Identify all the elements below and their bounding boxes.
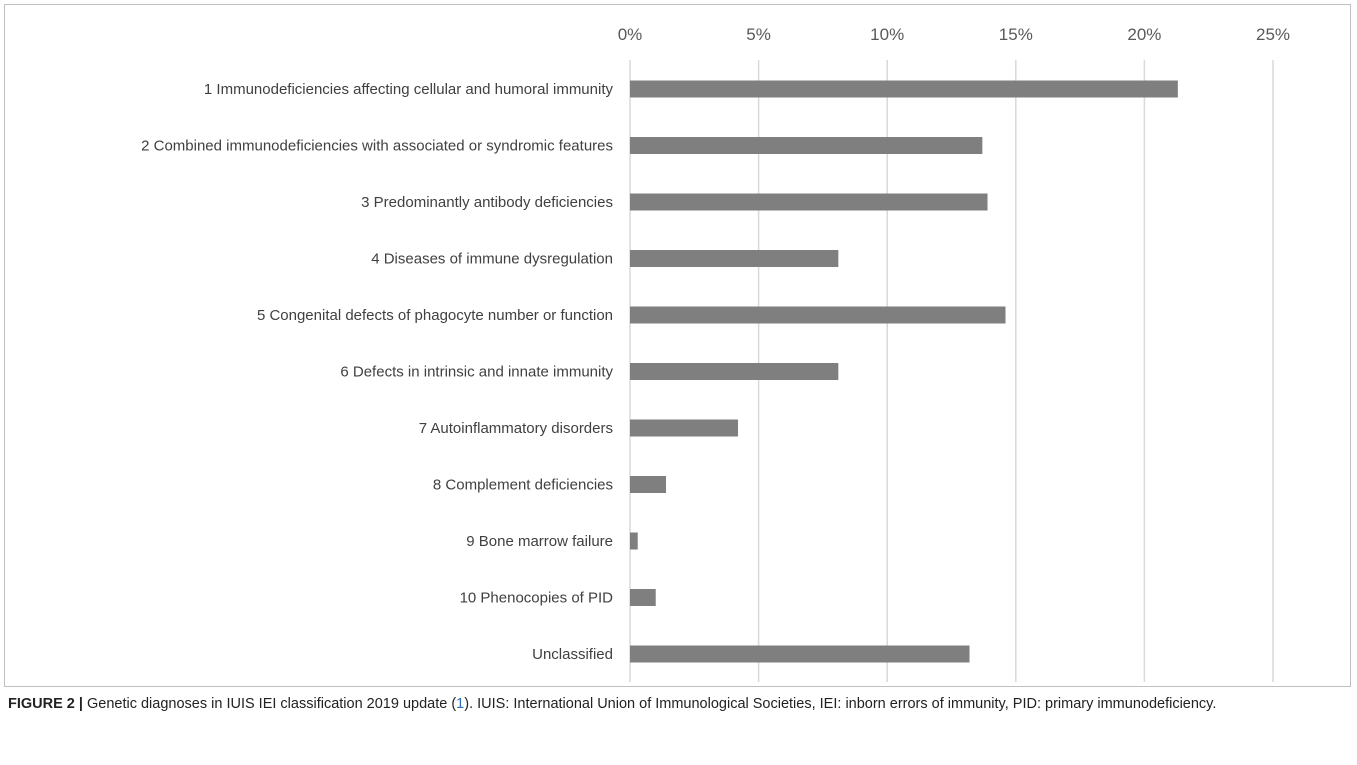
category-label-8: 8 Complement deficiencies bbox=[433, 477, 613, 494]
category-label-1: 1 Immunodeficiencies affecting cellular … bbox=[204, 81, 614, 98]
bar-8 bbox=[630, 476, 667, 493]
x-tick-label-0: 0% bbox=[618, 25, 643, 44]
x-tick-label-3: 15% bbox=[999, 25, 1033, 44]
x-tick-label-5: 25% bbox=[1256, 25, 1290, 44]
caption-reference-link[interactable]: 1 bbox=[456, 696, 465, 712]
caption-text-after-ref: ). IUIS: International Union of Immunolo… bbox=[464, 696, 1217, 712]
gridlines bbox=[629, 60, 1274, 682]
bar-4 bbox=[630, 250, 839, 267]
x-tick-label-4: 20% bbox=[1127, 25, 1161, 44]
category-label-4: 4 Diseases of immune dysregulation bbox=[371, 251, 613, 268]
category-label-11: Unclassified bbox=[532, 646, 613, 663]
category-label-6: 6 Defects in intrinsic and innate immuni… bbox=[340, 364, 613, 381]
bar-chart: 0% 5% 10% 15% 20% 25% 1 Immunodeficiencies af… bbox=[141, 25, 1290, 682]
bars bbox=[630, 80, 1178, 663]
x-tick-label-1: 5% bbox=[746, 25, 771, 44]
x-tick-label-2: 10% bbox=[870, 25, 904, 44]
bar-6 bbox=[630, 363, 839, 380]
bar-7 bbox=[630, 419, 739, 437]
category-label-10: 10 Phenocopies of PID bbox=[460, 590, 614, 607]
figure-label: FIGURE 2 | bbox=[8, 696, 83, 712]
bar-9 bbox=[630, 532, 638, 550]
bar-11 bbox=[630, 645, 970, 663]
x-axis-ticks: 0% 5% 10% 15% 20% 25% bbox=[618, 25, 1290, 44]
category-label-9: 9 Bone marrow failure bbox=[466, 533, 613, 550]
bar-2 bbox=[630, 137, 983, 154]
bar-3 bbox=[630, 193, 988, 211]
bar-10 bbox=[630, 589, 656, 606]
figure-caption: FIGURE 2 | Genetic diagnoses in IUIS IEI… bbox=[8, 693, 1338, 715]
bar-1 bbox=[630, 80, 1178, 98]
bar-5 bbox=[630, 306, 1006, 324]
category-label-7: 7 Autoinflammatory disorders bbox=[419, 420, 613, 437]
category-label-5: 5 Congenital defects of phagocyte number… bbox=[257, 307, 613, 324]
category-labels: 1 Immunodeficiencies affecting cellular … bbox=[141, 81, 613, 663]
caption-text-before-ref: Genetic diagnoses in IUIS IEI classifica… bbox=[82, 696, 457, 712]
chart-frame bbox=[4, 4, 1351, 687]
category-label-3: 3 Predominantly antibody deficiencies bbox=[361, 194, 613, 211]
category-label-2: 2 Combined immunodeficiencies with assoc… bbox=[141, 138, 613, 155]
